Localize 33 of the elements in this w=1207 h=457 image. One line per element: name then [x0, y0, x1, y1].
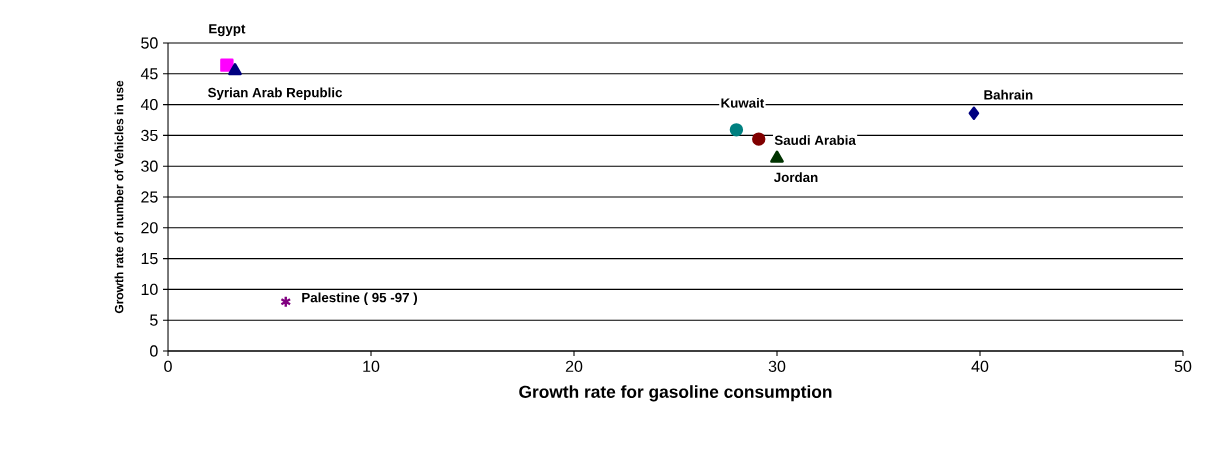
y-tick-label: 20 [141, 222, 158, 234]
point [280, 295, 292, 308]
series-label: Bahrain [984, 89, 1033, 100]
y-tick-label: 45 [140, 68, 158, 80]
x-tick-label: 0 [164, 360, 172, 373]
series-label: Kuwait [721, 97, 765, 108]
point [752, 132, 766, 146]
series-label: Saudi Arabia [774, 135, 856, 145]
y-tick-label: 15 [141, 253, 158, 265]
y-tick-label: 0 [150, 345, 158, 357]
x-tick-label: 10 [363, 360, 380, 373]
x-tick-label: 40 [971, 360, 989, 373]
point [770, 150, 784, 163]
y-tick-label: 35 [141, 129, 158, 142]
y-tick-label: 50 [141, 37, 158, 49]
y-tick-label: 5 [150, 314, 158, 326]
y-tick-label: 10 [141, 283, 158, 296]
point [968, 106, 980, 120]
x-tick-label: 30 [768, 360, 786, 373]
point [220, 58, 234, 72]
y-tick-label: 30 [141, 160, 158, 172]
y-axis-title: Growth rate of number of Vehicles in use [114, 80, 124, 314]
series-label: Palestine ( 95 -97 ) [302, 292, 418, 305]
point [729, 123, 744, 137]
y-tick-label: 40 [140, 98, 158, 111]
y-tick-label: 25 [141, 191, 158, 203]
series-label: Egypt [209, 24, 246, 37]
series-label: Syrian Arab Republic [207, 87, 343, 100]
x-tick-label: 50 [1174, 360, 1192, 373]
x-tick-label: 20 [565, 360, 583, 373]
series-label: Jordan [773, 172, 818, 183]
x-axis-title: Growth rate for gasoline consumption [519, 385, 832, 402]
point [228, 63, 242, 76]
